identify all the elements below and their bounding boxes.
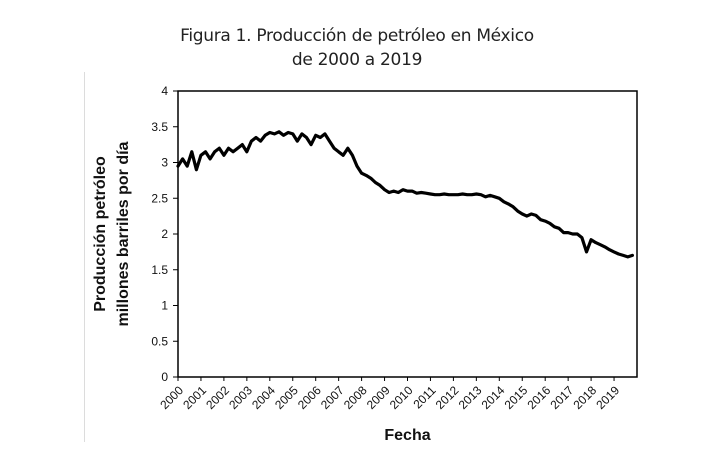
y-tick-label: 1	[161, 299, 168, 313]
y-tick-label: 0	[161, 370, 168, 384]
y-axis-label-line1: Producción petróleo	[92, 156, 109, 312]
x-tick-label: 2012	[433, 383, 462, 412]
x-tick-label: 2004	[249, 383, 278, 412]
x-tick-label: 2015	[502, 383, 531, 412]
x-tick-label: 2008	[341, 383, 370, 412]
y-tick-label: 2	[161, 227, 168, 241]
y-tick-label: 1.5	[151, 263, 168, 277]
x-tick-label: 2000	[157, 383, 186, 412]
y-axis-label-line2: millones barriles por día	[115, 141, 132, 326]
figure-divider	[84, 72, 85, 442]
x-tick-label: 2017	[547, 383, 576, 412]
y-tick-label: 4	[161, 84, 168, 98]
x-tick-label: 2010	[387, 383, 416, 412]
x-tick-label: 2009	[364, 383, 393, 412]
chart-title-line1: Figura 1. Producción de petróleo en Méxi…	[180, 26, 534, 46]
y-tick-label: 2.5	[151, 191, 168, 205]
y-axis-ticks: 0 0.5 1 1.5 2 2.5 3 3.5 4	[151, 84, 178, 384]
y-tick-label: 3	[161, 156, 168, 170]
x-tick-label: 2002	[203, 383, 232, 412]
x-tick-label: 2019	[593, 383, 622, 412]
x-tick-label: 2013	[456, 383, 485, 412]
y-tick-label: 0.5	[151, 334, 168, 348]
x-tick-label: 2018	[570, 383, 599, 412]
x-tick-label: 2005	[272, 383, 301, 412]
x-tick-label: 2011	[410, 383, 438, 411]
x-axis-ticks: 2000200120022003200420052006200720082009…	[157, 377, 622, 412]
x-tick-label: 2001	[180, 383, 209, 412]
x-tick-label: 2007	[318, 383, 347, 412]
series-line	[176, 130, 634, 259]
x-tick-label: 2003	[226, 383, 255, 412]
x-tick-label: 2006	[295, 383, 324, 412]
chart-title-line2: de 2000 a 2019	[291, 50, 423, 70]
x-axis-label: Fecha	[384, 427, 430, 444]
x-tick-label: 2016	[525, 383, 554, 412]
x-tick-label: 2014	[479, 383, 508, 412]
y-tick-label: 3.5	[151, 120, 168, 134]
